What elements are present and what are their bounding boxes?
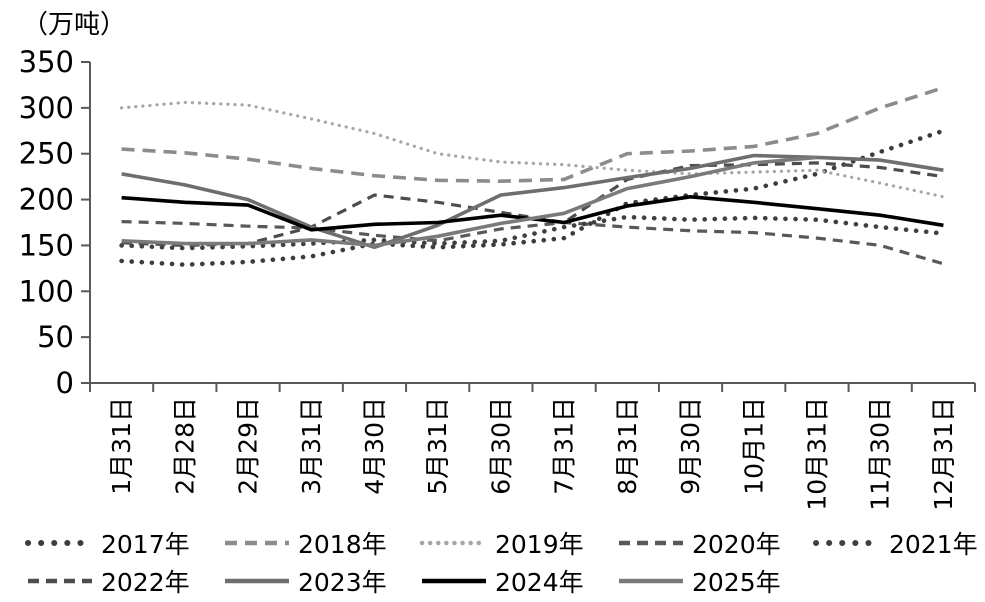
legend-marker-dot-fine bbox=[419, 540, 489, 546]
y-axis-tick-label: 300 bbox=[19, 91, 74, 125]
legend-row: 2022年 2023年 2024年 2025年 bbox=[0, 562, 985, 600]
legend-label: 2022年 bbox=[101, 568, 190, 597]
y-axis-tick-label: 200 bbox=[19, 183, 74, 217]
y-axis-tick-label: 250 bbox=[19, 137, 74, 171]
legend-marker-solid bbox=[422, 578, 486, 584]
series-line-2025年 bbox=[121, 155, 818, 248]
y-axis-tick-label: 100 bbox=[19, 274, 74, 308]
x-axis-tick-label: 3月31日 bbox=[297, 397, 326, 495]
legend-marker-dash-dark bbox=[28, 578, 92, 584]
y-axis-tick-label: 150 bbox=[19, 228, 74, 262]
legend-label: 2021年 bbox=[889, 530, 978, 559]
legend-item-2017年: 2017年 bbox=[25, 524, 190, 562]
line-chart-plot: 0 50 100 150 200 250 300 350 1月31日 2月28日 2月29日 3月31… bbox=[19, 45, 976, 511]
series-line-2020年 bbox=[121, 220, 944, 266]
legend-row: 2017年 2018年 2019年 2020年 2021年 bbox=[0, 524, 985, 562]
legend-marker-dash-dark bbox=[619, 540, 683, 546]
legend-item-2023年: 2023年 bbox=[222, 562, 387, 600]
legend-label: 2019年 bbox=[495, 530, 584, 559]
legend-item-2018年: 2018年 bbox=[222, 524, 387, 562]
legend-label: 2025年 bbox=[692, 568, 781, 597]
legend-item-2019年: 2019年 bbox=[419, 524, 584, 562]
x-axis-tick-label: 5月31日 bbox=[423, 397, 452, 495]
x-axis-tick-label: 10月1日 bbox=[739, 397, 768, 495]
legend-label: 2020年 bbox=[692, 530, 781, 559]
series-line-2019年 bbox=[119, 100, 946, 199]
y-axis-tick-label: 50 bbox=[37, 320, 74, 354]
x-axis-tick-label: 12月31日 bbox=[929, 397, 958, 511]
x-axis-tick-label: 11月30日 bbox=[866, 397, 895, 511]
series-line-2018年 bbox=[121, 85, 944, 183]
legend-label: 2024年 bbox=[495, 568, 584, 597]
chart-legend: 2017年 2018年 2019年 2020年 2021年 2022年 2023年 2024年… bbox=[0, 524, 985, 600]
legend-marker-dash-medium bbox=[225, 540, 289, 546]
legend-marker-dot-bold bbox=[25, 540, 95, 546]
series-line-2021年 bbox=[119, 214, 946, 251]
x-axis-tick-label: 4月30日 bbox=[360, 397, 389, 495]
legend-label: 2018年 bbox=[298, 530, 387, 559]
legend-marker-dot-bold bbox=[813, 540, 883, 546]
series-line-2017年 bbox=[119, 128, 946, 268]
legend-label: 2023年 bbox=[298, 568, 387, 597]
y-axis-tick-label: 350 bbox=[19, 45, 74, 79]
legend-item-2022年: 2022年 bbox=[25, 562, 190, 600]
x-axis-tick-label: 2月29日 bbox=[234, 397, 263, 495]
x-axis-tick-label: 8月31日 bbox=[613, 397, 642, 495]
x-axis-tick-label: 6月30日 bbox=[486, 397, 515, 495]
legend-item-2020年: 2020年 bbox=[616, 524, 781, 562]
y-axis-unit-label: （万吨） bbox=[22, 10, 127, 40]
legend-label: 2017年 bbox=[101, 530, 190, 559]
legend-marker-solid bbox=[619, 578, 683, 584]
legend-item-2024年: 2024年 bbox=[419, 562, 584, 600]
y-axis-tick-label: 0 bbox=[56, 366, 74, 400]
x-axis-tick-label: 2月28日 bbox=[170, 397, 199, 495]
x-axis-tick-label: 1月31日 bbox=[107, 397, 136, 495]
x-axis-tick-label: 7月31日 bbox=[550, 397, 579, 495]
x-axis-tick-label: 10月31日 bbox=[802, 397, 831, 511]
x-axis-tick-label: 9月30日 bbox=[676, 397, 705, 495]
series-line-2022年 bbox=[121, 161, 944, 247]
legend-item-2025年: 2025年 bbox=[616, 562, 781, 600]
legend-marker-solid bbox=[225, 578, 289, 584]
legend-item-2021年: 2021年 bbox=[813, 524, 978, 562]
